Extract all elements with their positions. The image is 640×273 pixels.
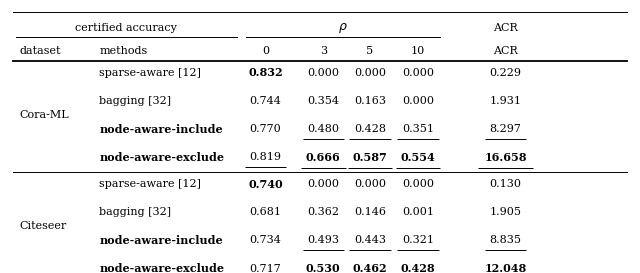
Text: 0.734: 0.734 [250,235,282,245]
Text: 1.931: 1.931 [490,96,522,106]
Text: 0.428: 0.428 [401,263,435,273]
Text: 0.681: 0.681 [250,207,282,217]
Text: 12.048: 12.048 [484,263,527,273]
Text: 0.462: 0.462 [353,263,387,273]
Text: 0.130: 0.130 [490,179,522,189]
Text: 0.819: 0.819 [250,153,282,162]
Text: certified accuracy: certified accuracy [76,23,177,33]
Text: 0.443: 0.443 [354,235,386,245]
Text: 0.744: 0.744 [250,96,282,106]
Text: 0.000: 0.000 [307,68,339,78]
Text: bagging [32]: bagging [32] [99,207,172,217]
Text: 0.362: 0.362 [307,207,339,217]
Text: 0.587: 0.587 [353,152,387,163]
Text: 0.717: 0.717 [250,263,282,273]
Text: dataset: dataset [19,46,61,56]
Text: 0: 0 [262,46,269,56]
Text: 0.554: 0.554 [401,152,435,163]
Text: node-aware-exclude: node-aware-exclude [99,152,224,163]
Text: 0.351: 0.351 [402,124,434,134]
Text: node-aware-include: node-aware-include [99,124,223,135]
Text: 16.658: 16.658 [484,152,527,163]
Text: 0.000: 0.000 [402,179,434,189]
Text: 0.530: 0.530 [306,263,340,273]
Text: 0.000: 0.000 [354,179,386,189]
Text: 0.428: 0.428 [354,124,386,134]
Text: 10: 10 [411,46,425,56]
Text: Citeseer: Citeseer [19,221,67,231]
Text: 0.740: 0.740 [248,179,283,189]
Text: 0.321: 0.321 [402,235,434,245]
Text: Cora-ML: Cora-ML [19,110,69,120]
Text: node-aware-include: node-aware-include [99,235,223,246]
Text: 0.146: 0.146 [354,207,386,217]
Text: 5: 5 [366,46,374,56]
Text: node-aware-exclude: node-aware-exclude [99,263,224,273]
Text: 1.905: 1.905 [490,207,522,217]
Text: 3: 3 [319,46,327,56]
Text: 0.493: 0.493 [307,235,339,245]
Text: 8.297: 8.297 [490,124,522,134]
Text: ACR: ACR [493,23,518,33]
Text: 8.835: 8.835 [490,235,522,245]
Text: 0.354: 0.354 [307,96,339,106]
Text: 0.000: 0.000 [402,96,434,106]
Text: sparse-aware [12]: sparse-aware [12] [99,68,201,78]
Text: ACR: ACR [493,46,518,56]
Text: 0.832: 0.832 [248,67,283,78]
Text: 0.001: 0.001 [402,207,434,217]
Text: 0.000: 0.000 [307,179,339,189]
Text: 0.666: 0.666 [306,152,340,163]
Text: 0.480: 0.480 [307,124,339,134]
Text: 0.229: 0.229 [490,68,522,78]
Text: 0.770: 0.770 [250,124,282,134]
Text: 0.000: 0.000 [402,68,434,78]
Text: sparse-aware [12]: sparse-aware [12] [99,179,201,189]
Text: 0.163: 0.163 [354,96,386,106]
Text: bagging [32]: bagging [32] [99,96,172,106]
Text: methods: methods [99,46,147,56]
Text: $\rho$: $\rho$ [339,21,348,35]
Text: 0.000: 0.000 [354,68,386,78]
